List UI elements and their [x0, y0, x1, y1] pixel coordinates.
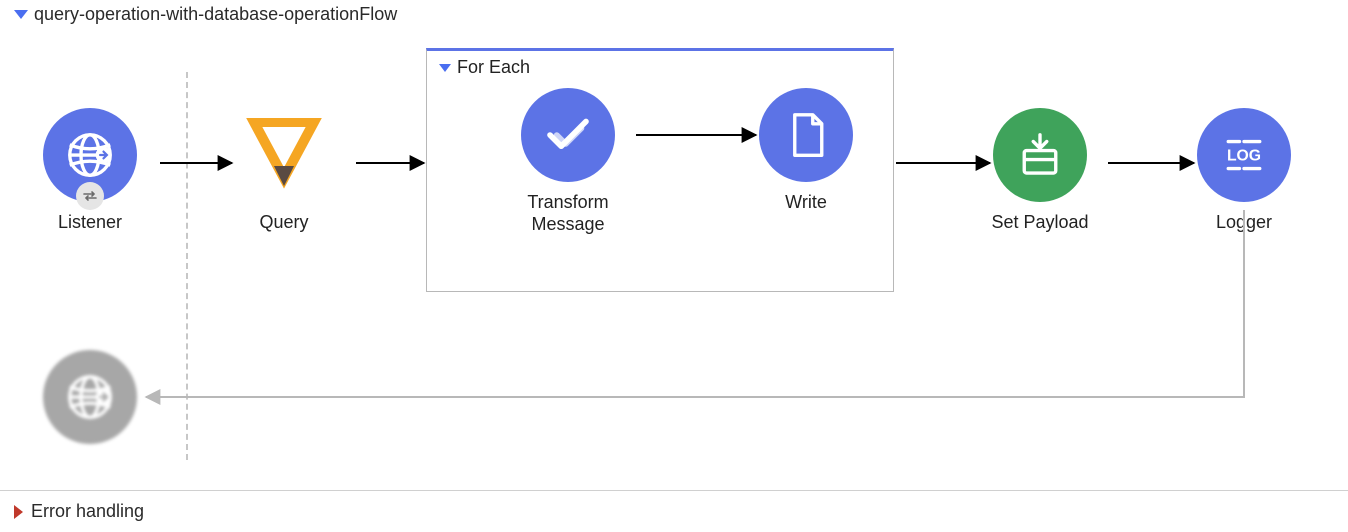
flow-canvas: query-operation-with-database-operationF…	[0, 0, 1348, 532]
connectors	[0, 0, 1348, 532]
error-handling-header[interactable]: Error handling	[0, 490, 1348, 522]
error-handling-label: Error handling	[31, 501, 144, 522]
expand-icon	[14, 505, 23, 519]
